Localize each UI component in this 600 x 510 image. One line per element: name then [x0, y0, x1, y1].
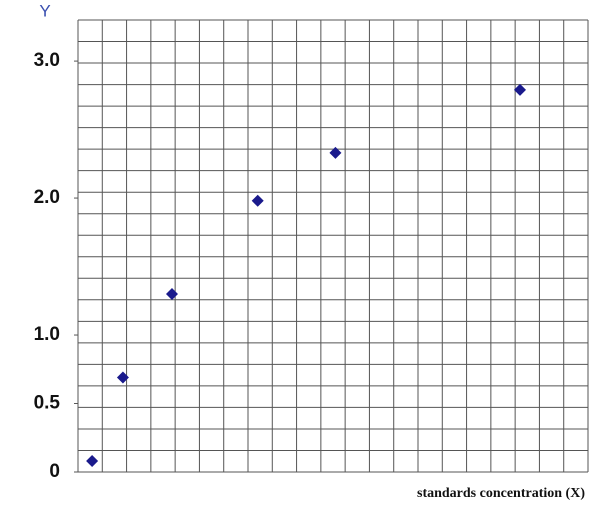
y-tick-label: 0.5	[34, 393, 61, 414]
y-tick-label: 3.0	[34, 50, 60, 71]
y-tick-label: 1.0	[34, 324, 60, 345]
y-tick-label: 2.0	[34, 187, 60, 208]
data-point	[514, 83, 526, 96]
data-point	[116, 371, 129, 384]
data-point	[329, 146, 342, 159]
data-point	[165, 287, 178, 300]
data-point	[251, 194, 264, 207]
y-axis-label: Y	[39, 1, 50, 20]
x-axis-label: standards concentration (X)	[417, 486, 585, 501]
y-tick-label: 0	[49, 461, 60, 482]
data-point	[86, 455, 99, 468]
